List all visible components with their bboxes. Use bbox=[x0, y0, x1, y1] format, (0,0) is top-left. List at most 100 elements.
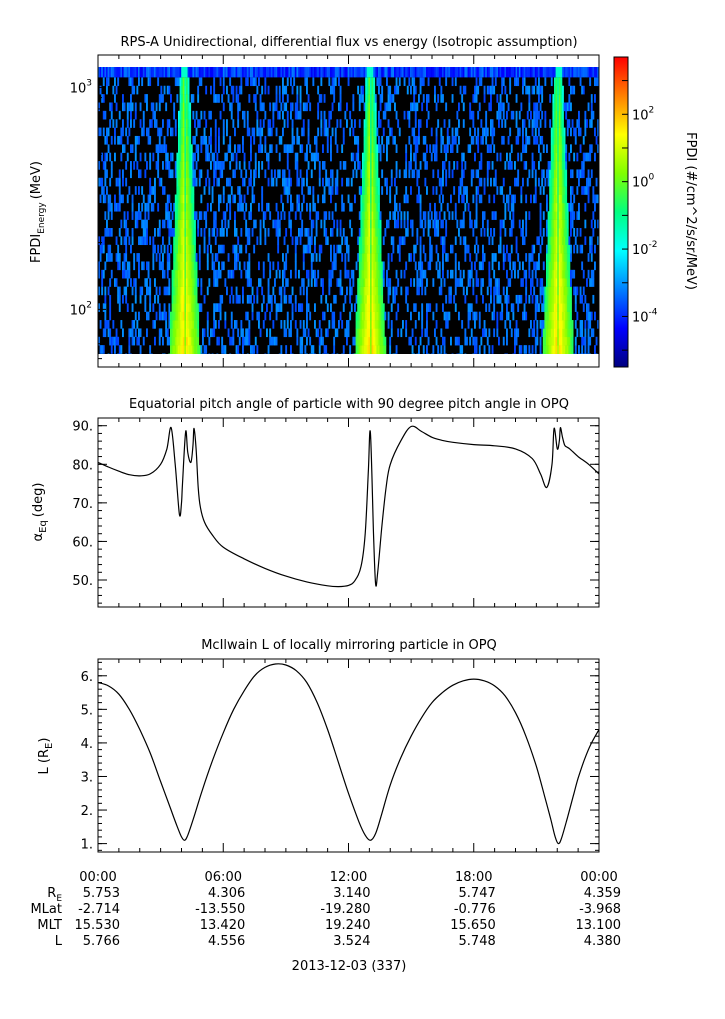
spectrogram-cell bbox=[570, 227, 572, 237]
spectrogram-cell bbox=[134, 135, 137, 145]
spectrogram-cell bbox=[552, 67, 555, 78]
spectrogram-cell bbox=[454, 127, 457, 137]
spectrogram-cell bbox=[379, 345, 382, 354]
spectrogram-cell bbox=[490, 67, 492, 78]
spectrogram-cell bbox=[469, 110, 472, 120]
spectrogram-cell bbox=[338, 102, 340, 112]
spectrogram-cell bbox=[410, 278, 412, 287]
spectrogram-cell bbox=[194, 211, 196, 220]
spectrogram-cell bbox=[557, 67, 560, 78]
spectrogram-cell bbox=[134, 67, 137, 78]
spectrogram-cell bbox=[101, 94, 104, 103]
spectrogram-cell bbox=[147, 211, 150, 220]
spectrogram-cell bbox=[261, 144, 264, 153]
spectrogram-cell bbox=[366, 94, 369, 103]
spectrogram-cell bbox=[357, 286, 360, 296]
spectrogram-cell bbox=[158, 286, 161, 296]
spectrogram-cell bbox=[368, 236, 371, 246]
spectrogram-cell bbox=[170, 244, 172, 254]
spectrogram-cell bbox=[275, 85, 278, 95]
spectrogram-cell bbox=[558, 294, 561, 304]
spectrogram-cell bbox=[514, 77, 516, 87]
pitch-angle-y-label-sub: Eq bbox=[38, 520, 49, 533]
spectrogram-cell bbox=[144, 219, 147, 229]
spectrogram-cell bbox=[123, 219, 126, 229]
pitch-angle-ticks: 50.60.70.80.90. bbox=[72, 417, 600, 607]
spectrogram-cell bbox=[323, 161, 326, 170]
spectrogram-cell bbox=[363, 119, 366, 128]
spectrogram-cell bbox=[480, 261, 483, 271]
spectrogram-cell bbox=[214, 211, 217, 220]
spectrogram-cell bbox=[486, 286, 489, 296]
spectrogram-cell bbox=[549, 119, 552, 128]
spectrogram-cell bbox=[586, 311, 588, 321]
spectrogram-cell bbox=[562, 102, 564, 112]
spectrogram-cell bbox=[270, 144, 273, 153]
spectrogram-cell bbox=[570, 127, 572, 137]
spectrogram-cell bbox=[171, 328, 174, 338]
spectrogram-cell bbox=[144, 303, 147, 312]
spectrogram-cell bbox=[565, 286, 568, 296]
spectrogram-cell bbox=[486, 85, 489, 95]
spectrogram-cell bbox=[280, 303, 283, 312]
spectrogram-cell bbox=[395, 67, 398, 78]
spectrogram-cell bbox=[229, 353, 232, 354]
spectrogram-cell bbox=[448, 119, 451, 128]
spectrogram-cell bbox=[160, 67, 163, 78]
spectrogram-cell bbox=[122, 194, 124, 204]
spectrogram-cell bbox=[194, 278, 196, 287]
spectrogram-cell bbox=[547, 177, 550, 187]
spectrogram-cell bbox=[176, 253, 179, 262]
spectrogram-cell bbox=[382, 127, 385, 137]
spectrogram-cell bbox=[400, 269, 403, 279]
spectrogram-cell bbox=[570, 202, 572, 212]
spectrogram-cell bbox=[322, 194, 324, 204]
spectrogram-cell bbox=[586, 177, 588, 187]
spectrogram-cell bbox=[282, 94, 284, 103]
spectrogram-cell bbox=[570, 186, 572, 195]
spectrogram-cell bbox=[362, 345, 364, 354]
spectrogram-cell bbox=[413, 353, 416, 354]
spectrogram-cell bbox=[426, 161, 428, 170]
spectrogram-cell bbox=[592, 269, 595, 279]
spectrogram-cell bbox=[138, 202, 140, 212]
spectrogram-cell bbox=[190, 169, 193, 179]
spectrogram-cell bbox=[243, 177, 246, 187]
spectrogram-cell bbox=[435, 227, 438, 237]
spectrogram-cell bbox=[131, 67, 134, 78]
spectrogram-cell bbox=[294, 67, 297, 78]
spectrogram-cell bbox=[352, 152, 355, 162]
spectrogram-cell bbox=[200, 345, 203, 354]
spectrogram-cell bbox=[190, 345, 193, 354]
spectrogram-cell bbox=[427, 110, 430, 120]
spectrogram-cell bbox=[323, 119, 326, 128]
spectrogram-cell bbox=[186, 320, 188, 329]
spectrogram-cell bbox=[411, 219, 414, 229]
spectrogram-cell bbox=[374, 102, 377, 112]
spectrogram-cell bbox=[230, 102, 233, 112]
spectrogram-cell bbox=[229, 211, 232, 220]
spectrogram-cell bbox=[582, 85, 585, 95]
spectrogram-cell bbox=[506, 286, 508, 296]
spectrogram-cell bbox=[589, 236, 592, 246]
spectrogram-cell bbox=[166, 269, 169, 279]
spectrogram-cell bbox=[491, 85, 494, 95]
spectrogram-cell bbox=[333, 219, 336, 229]
spectrogram-cell bbox=[322, 286, 324, 296]
spectrogram-cell bbox=[363, 236, 366, 246]
spectrogram-cell bbox=[426, 303, 428, 312]
spectrogram-cell bbox=[411, 169, 414, 179]
spectrogram-cell bbox=[362, 194, 364, 204]
spectrogram-cell bbox=[592, 328, 595, 338]
spectrogram-cell bbox=[472, 227, 475, 237]
spectrogram-cell bbox=[163, 186, 166, 195]
spectrogram-cell bbox=[248, 261, 251, 271]
spectrogram-cell bbox=[158, 67, 161, 78]
spectrogram-cell bbox=[579, 328, 582, 338]
spectrogram-cell bbox=[342, 67, 345, 78]
spectrogram-cell bbox=[275, 303, 278, 312]
spectrogram-cell bbox=[318, 244, 321, 254]
spectrogram-cell bbox=[174, 161, 177, 170]
spectrogram-cell bbox=[298, 227, 300, 237]
spectrogram-cell bbox=[306, 303, 308, 312]
